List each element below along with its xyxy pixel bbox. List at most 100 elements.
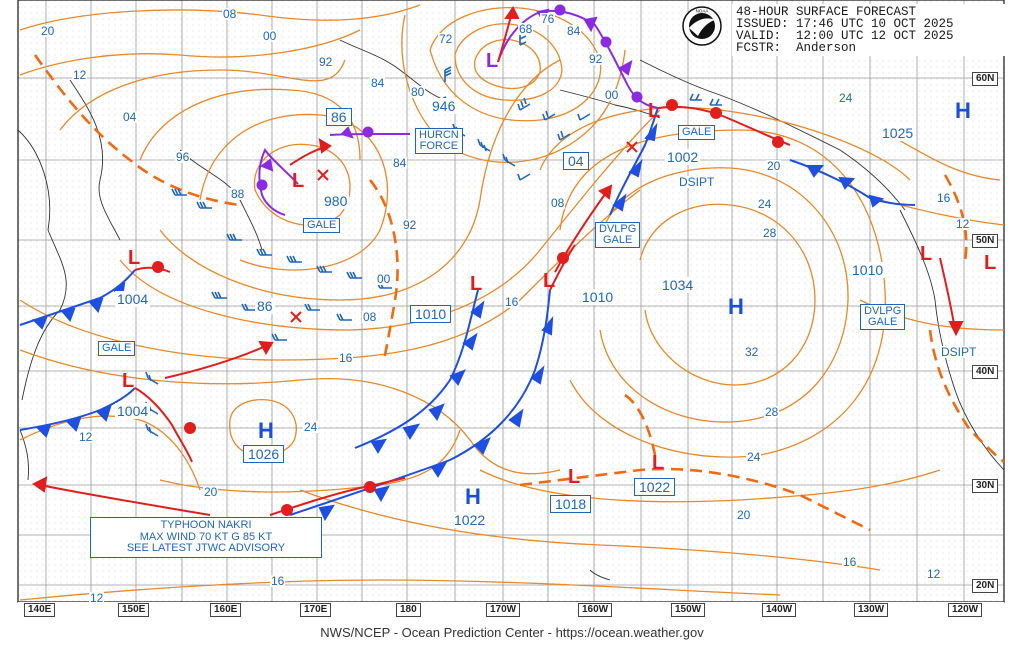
issued-line: ISSUED: 17:46 UTC 10 OCT 2025 xyxy=(736,17,1016,31)
low-center-946: L xyxy=(486,50,499,72)
lat-label-40n: 40N xyxy=(972,365,999,379)
isobar-label: 12 xyxy=(955,217,971,231)
isobar-label: 24 xyxy=(838,91,854,105)
low-center-1002: L xyxy=(648,100,661,122)
isobar-label: 12 xyxy=(926,567,942,581)
isobar-label: 24 xyxy=(303,420,319,434)
isobar-label: 08 xyxy=(550,196,566,210)
hurricane-force-warning: HURCN FORCE xyxy=(415,128,463,154)
high-center-central: H xyxy=(728,294,744,319)
gale-warning-980: GALE xyxy=(303,218,341,233)
low-center-1018: L xyxy=(568,466,581,488)
lon-label-160e: 160E xyxy=(210,603,242,617)
issued-value: 17:46 UTC 10 OCT 2025 xyxy=(796,17,954,31)
low-center-1010-mid: L xyxy=(543,270,556,292)
isobar-label: 20 xyxy=(766,159,782,173)
pressure-980: 980 xyxy=(322,193,350,209)
developing-gale-warning-east: DVLPG GALE xyxy=(860,304,906,330)
isobar-label: 04 xyxy=(122,110,138,124)
troughs xyxy=(33,54,1005,532)
dvlpg-line-east: DVLPG xyxy=(864,305,902,317)
lon-label-150w: 150W xyxy=(671,603,706,617)
low-center-1004-south: L xyxy=(122,370,135,392)
lon-label-130w: 130W xyxy=(854,603,889,617)
low-center-east-edge: L xyxy=(984,252,997,274)
low-center-1004-north: L xyxy=(128,247,141,269)
pressure-1004-south: 1004 xyxy=(115,403,151,419)
isobar-label: 92 xyxy=(318,55,334,69)
high-center-west: H xyxy=(258,418,274,443)
gale-warning-1002: GALE xyxy=(678,125,716,140)
isobar-label: 84 xyxy=(392,156,408,170)
warm-fronts xyxy=(134,99,791,516)
pressure-1010-east: 1010 xyxy=(850,262,886,278)
noaa-logo: NOAA xyxy=(682,6,722,46)
pressure-1022-low: 1022 xyxy=(634,478,676,496)
lon-label-180: 180 xyxy=(396,603,421,617)
isobar-label: 16 xyxy=(270,574,286,588)
footer-credit: NWS/NCEP - Ocean Prediction Center - htt… xyxy=(320,625,704,640)
high-center-south: H xyxy=(465,484,481,509)
isobar-label: 84 xyxy=(370,76,386,90)
dvlpg-line: DVLPG xyxy=(599,223,637,235)
isobar-label: 00 xyxy=(604,88,620,102)
isobar-label: 76 xyxy=(540,12,556,26)
low-center-marks xyxy=(290,141,638,323)
pressure-1004-north: 1004 xyxy=(115,291,151,307)
isobar-label: 24 xyxy=(757,197,773,211)
coastlines xyxy=(17,39,1005,581)
lon-label-140w: 140W xyxy=(762,603,797,617)
isobar-label: 24 xyxy=(746,450,762,464)
isobar-label: 16 xyxy=(936,191,952,205)
fcstr-label: FCSTR: xyxy=(736,41,782,55)
gale-line: GALE xyxy=(602,234,633,246)
hurcn-line: HURCN xyxy=(419,129,459,141)
isobar-label: 16 xyxy=(504,295,520,309)
fcstr-value: Anderson xyxy=(796,41,857,55)
typhoon-name: TYPHOON NAKRI xyxy=(160,519,252,531)
pressure-04: 04 xyxy=(563,152,589,170)
isobar-label: 32 xyxy=(744,345,760,359)
typhoon-wind: MAX WIND 70 KT G 85 KT xyxy=(139,530,273,543)
isobar-label: 80 xyxy=(410,85,426,99)
developing-gale-warning-central: DVLPG GALE xyxy=(595,222,641,248)
force-line: FORCE xyxy=(419,140,459,152)
gale-line-east: GALE xyxy=(867,316,898,328)
isobar-label: 20 xyxy=(203,485,219,499)
typhoon-advisory: SEE LATEST JTWC ADVISORY xyxy=(126,542,286,554)
lat-label-30n: 30N xyxy=(972,479,999,493)
lon-label-170w: 170W xyxy=(486,603,521,617)
pressure-1010-mid: 1010 xyxy=(580,289,616,305)
pressure-1010-west: 1010 xyxy=(410,305,452,323)
isobar-label: 12 xyxy=(89,591,105,605)
low-center-1010-east: L xyxy=(920,243,933,265)
isobar-label: 72 xyxy=(438,32,454,46)
low-center-1010-west: L xyxy=(470,273,483,295)
lon-label-170e: 170E xyxy=(300,603,332,617)
movement-arrows xyxy=(32,6,964,516)
lat-label-20n: 20N xyxy=(972,579,999,593)
typhoon-advisory-box: TYPHOON NAKRI MAX WIND 70 KT G 85 KT SEE… xyxy=(90,517,322,558)
valid-label: VALID: xyxy=(736,29,782,43)
isobar-label: 92 xyxy=(588,52,604,66)
pressure-1022-high: 1022 xyxy=(452,512,488,528)
pressure-1002: 1002 xyxy=(665,149,701,165)
low-center-1022: L xyxy=(652,452,665,474)
pressure-1034: 1034 xyxy=(660,277,696,293)
pressure-1025: 1025 xyxy=(880,125,916,141)
isobar-label: 28 xyxy=(762,226,778,240)
high-center-ne: H xyxy=(955,98,971,123)
lat-label-50n: 50N xyxy=(972,234,999,248)
svg-text:NOAA: NOAA xyxy=(696,9,709,14)
lon-label-140e: 140E xyxy=(24,603,56,617)
isobar-label: 12 xyxy=(72,68,88,82)
pressure-86-north: 86 xyxy=(326,108,352,126)
forecast-title: 48-HOUR SURFACE FORECAST xyxy=(736,5,917,19)
valid-value: 12:00 UTC 12 OCT 2025 xyxy=(796,29,954,43)
issued-label: ISSUED: xyxy=(736,17,789,31)
forecast-header: 48-HOUR SURFACE FORECAST ISSUED: 17:46 U… xyxy=(732,4,1020,56)
isobar-label: 84 xyxy=(566,24,582,38)
isobar-label: 00 xyxy=(262,29,278,43)
isobar-label: 28 xyxy=(764,405,780,419)
isobar-label: 08 xyxy=(362,310,378,324)
